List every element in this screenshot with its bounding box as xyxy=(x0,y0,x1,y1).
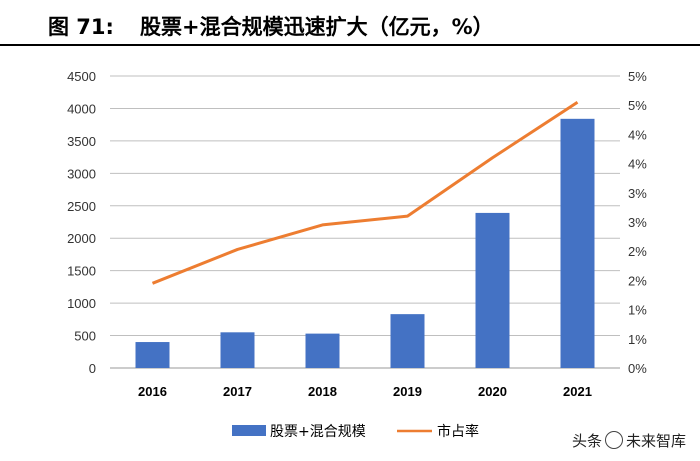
x-axis-ticks: 2016 2017 2018 2019 2020 2021 xyxy=(138,384,592,399)
left-tick-label: 500 xyxy=(74,329,96,344)
legend-line-label: 市占率 xyxy=(437,423,479,440)
right-tick-label: 2% xyxy=(628,244,647,259)
x-tick-label: 2021 xyxy=(563,384,592,399)
left-tick-label: 4500 xyxy=(67,69,96,84)
x-tick-label: 2019 xyxy=(393,384,422,399)
legend-bar-label: 股票+混合规模 xyxy=(270,424,366,440)
share-line-path xyxy=(151,101,579,285)
left-tick-label: 1000 xyxy=(67,296,96,311)
legend: 股票+混合规模 市占率 xyxy=(232,423,479,440)
right-tick-label: 2% xyxy=(628,273,647,288)
right-tick-label: 4% xyxy=(628,127,647,142)
left-tick-label: 2000 xyxy=(67,231,96,246)
legend-bar-swatch xyxy=(232,425,266,436)
bar xyxy=(475,212,510,368)
figure-number: 图 71: xyxy=(48,15,114,39)
gridlines xyxy=(110,75,620,369)
watermark-logo-icon xyxy=(604,431,623,449)
bar xyxy=(305,333,340,368)
left-tick-label: 0 xyxy=(89,361,96,376)
bar xyxy=(135,342,170,368)
watermark: 头条 未来智库 xyxy=(572,430,686,451)
right-tick-label: 4% xyxy=(628,157,647,172)
bar xyxy=(560,118,595,369)
right-tick-label: 5% xyxy=(628,69,647,84)
right-axis-ticks: 0% 1% 1% 2% 2% 3% 3% 4% 4% 5% 5% xyxy=(628,69,647,376)
x-tick-label: 2017 xyxy=(223,384,252,399)
left-axis-ticks: 0 500 1000 1500 2000 2500 3000 3500 4000 4500 xyxy=(67,69,96,376)
right-tick-label: 3% xyxy=(628,215,647,230)
right-tick-label: 3% xyxy=(628,186,647,201)
left-tick-label: 3500 xyxy=(67,134,96,149)
right-tick-label: 1% xyxy=(628,332,647,347)
bars xyxy=(135,118,595,369)
left-tick-label: 1500 xyxy=(67,264,96,279)
right-tick-label: 1% xyxy=(628,303,647,318)
x-tick-label: 2016 xyxy=(138,384,167,399)
left-tick-label: 4000 xyxy=(67,101,96,116)
figure-title: 股票+混合规模迅速扩大（亿元，%） xyxy=(140,15,494,39)
x-tick-label: 2020 xyxy=(478,384,507,399)
bar xyxy=(390,314,425,368)
share-line xyxy=(151,101,579,285)
bar xyxy=(220,332,255,368)
right-tick-label: 5% xyxy=(628,98,647,113)
watermark-brand: 未来智库 xyxy=(625,432,686,450)
left-tick-label: 2500 xyxy=(67,199,96,214)
x-tick-label: 2018 xyxy=(308,384,337,399)
left-tick-label: 3000 xyxy=(67,166,96,181)
right-tick-label: 0% xyxy=(628,361,647,376)
title-row: 图 71: 股票+混合规模迅速扩大（亿元，%） xyxy=(0,0,700,46)
watermark-prefix: 头条 xyxy=(571,432,602,450)
